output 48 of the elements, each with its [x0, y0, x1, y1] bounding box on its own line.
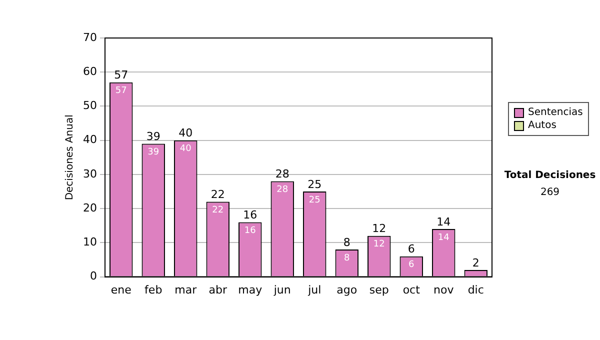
x-tick-label: mar [174, 283, 198, 296]
data-label: 25 [308, 195, 320, 206]
y-tick-label: 60 [82, 64, 97, 78]
data-label: 8 [344, 253, 350, 264]
data-label: 40 [180, 144, 192, 154]
total-label: 40 [178, 126, 193, 140]
y-tick-label: 30 [82, 167, 97, 180]
total-label: 6 [408, 242, 415, 256]
data-label: 14 [438, 232, 450, 243]
data-label: 22 [212, 206, 224, 216]
x-tick-label: jul [307, 283, 322, 296]
text: Total Decisiones [503, 170, 597, 181]
total-label: 2 [472, 256, 480, 270]
y-tick-label: 40 [82, 133, 97, 146]
x-tick-label: oct [402, 283, 421, 296]
x-tick-label: nov [434, 283, 454, 296]
y-axis-title: Decisiones Anual [64, 114, 76, 200]
y-tick-label: 50 [82, 99, 97, 112]
text: 269 [539, 187, 561, 198]
data-label: 39 [148, 148, 160, 158]
total-label: 16 [243, 208, 258, 222]
x-tick-label: sep [369, 283, 389, 296]
x-tick-label: abr [208, 283, 228, 296]
x-tick-label: jun [272, 283, 291, 296]
y-tick-label: 20 [82, 201, 97, 214]
total-label: 14 [436, 215, 451, 228]
total-label: 8 [343, 236, 350, 249]
x-tick-label: dic [468, 283, 484, 296]
x-tick-label: ago [336, 283, 358, 296]
total-label: 39 [146, 130, 160, 144]
total-label: 22 [210, 188, 225, 202]
total-label: 12 [372, 222, 386, 236]
data-label: 6 [408, 260, 415, 270]
data-label: 57 [115, 86, 127, 96]
total-label: 57 [114, 68, 128, 82]
legend-label: Autos [528, 119, 556, 132]
y-tick-label: 0 [90, 270, 97, 283]
x-tick-label: may [238, 283, 263, 296]
x-tick-label: feb [144, 283, 162, 296]
y-tick-label: 10 [82, 236, 97, 249]
data-label: 16 [244, 226, 256, 236]
data-label: 28 [276, 185, 288, 196]
data-label: 12 [373, 240, 385, 250]
x-tick-label: ene [110, 283, 132, 296]
legend-label: Sentencias [528, 106, 583, 119]
y-tick-label: 70 [82, 30, 97, 44]
total-label: 28 [275, 168, 290, 181]
total-label: 25 [308, 178, 322, 191]
